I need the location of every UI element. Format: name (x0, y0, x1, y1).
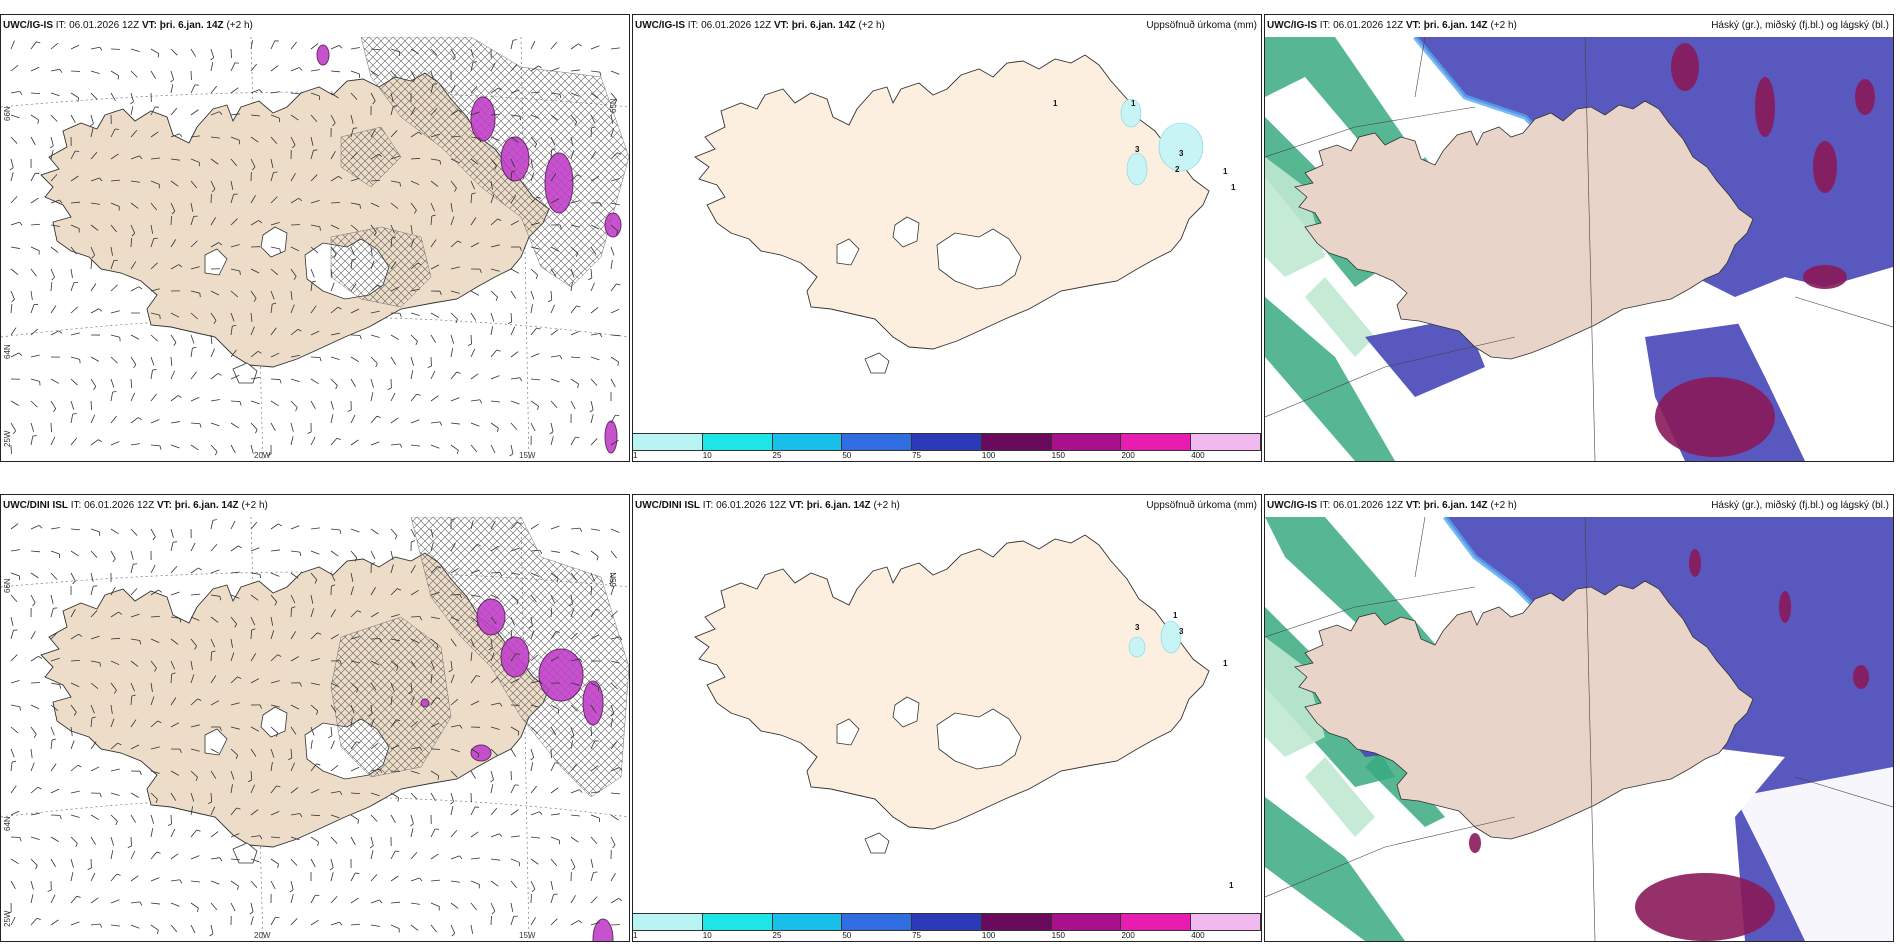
colorbar-segment (842, 434, 913, 450)
colorbar-tick-label: 400 (1191, 451, 1205, 460)
colorbar-segment (633, 914, 703, 930)
colorbar-segment (772, 434, 843, 450)
colorbar-tick-label: 25 (772, 451, 782, 460)
contour-label: 1 (1231, 183, 1236, 192)
panel-title: UWC/IG-IS IT: 06.01.2026 12Z VT: þri. 6.… (1267, 500, 1517, 511)
contour-label: 3 (1179, 627, 1184, 636)
precip-colorbar-labels: 1 10 25 50 75 100 150 200 400 (633, 451, 1261, 461)
colorbar-segment (1051, 914, 1122, 930)
colorbar-tick-label: 200 (1121, 931, 1135, 940)
lon-label-15w: 15W (519, 451, 536, 460)
cloud-map-panel-dini: UWC/IG-IS IT: 06.01.2026 12Z VT: þri. 6.… (1264, 494, 1894, 942)
panel-title: UWC/IG-IS IT: 06.01.2026 12Z VT: þri. 6.… (635, 20, 885, 31)
contour-label: 3 (1179, 149, 1184, 158)
colorbar-segment (1051, 434, 1122, 450)
colorbar-tick-label: 75 (912, 931, 922, 940)
lon-label-15w: 15W (519, 931, 536, 940)
precip-colorbar (633, 913, 1261, 931)
panel-variable-title: Uppsöfnuð úrkoma (mm) (1146, 20, 1257, 31)
cloud-map (1265, 37, 1893, 461)
lat-label-64n: 64N (3, 816, 12, 831)
colorbar-segment (633, 434, 703, 450)
lat-label-65n: 65N (609, 98, 618, 113)
colorbar-tick-label: 10 (702, 931, 712, 940)
cloud-map-panel-ig: UWC/IG-IS IT: 06.01.2026 12Z VT: þri. 6.… (1264, 14, 1894, 462)
lat-label-66n: 66N (3, 106, 12, 121)
cloud-map (1265, 517, 1893, 941)
contour-label: 1 (1229, 881, 1234, 890)
colorbar-tick-label: 10 (702, 451, 712, 460)
colorbar-tick-label: 100 (981, 931, 996, 940)
panel-title: UWC/IG-IS IT: 06.01.2026 12Z VT: þri. 6.… (1267, 20, 1517, 31)
panel-variable-title: Háský (gr.), miðský (fj.bl.) og lágský (… (1711, 20, 1889, 31)
contour-label: 1 (1223, 167, 1228, 176)
colorbar-segment (1191, 434, 1261, 450)
colorbar-segment (702, 434, 773, 450)
contour-label: 3 (1135, 145, 1140, 154)
wind-map (1, 37, 629, 461)
lat-label-65n: 65N (609, 572, 618, 587)
lat-label-64n: 64N (3, 344, 12, 359)
lat-label-66n: 66N (3, 578, 12, 593)
panel-title: UWC/IG-IS IT: 06.01.2026 12Z VT: þri. 6.… (3, 20, 253, 31)
contour-label: 1 (1223, 659, 1228, 668)
colorbar-segment (981, 914, 1052, 930)
contour-label: 2 (1175, 165, 1180, 174)
colorbar-segment (1191, 914, 1261, 930)
colorbar-segment (1121, 434, 1192, 450)
colorbar-tick-label: 200 (1121, 451, 1135, 460)
panel-title: UWC/DINI ISL IT: 06.01.2026 12Z VT: þri.… (3, 500, 268, 511)
colorbar-tick-label: 25 (772, 931, 782, 940)
precip-colorbar (633, 433, 1261, 451)
colorbar-segment (981, 434, 1052, 450)
colorbar-tick-label: 100 (981, 451, 996, 460)
colorbar-segment (702, 914, 773, 930)
colorbar-tick-label: 1 (633, 931, 638, 940)
colorbar-tick-label: 150 (1051, 931, 1066, 940)
colorbar-tick-label: 150 (1051, 451, 1066, 460)
precip-map-panel-ig: UWC/IG-IS IT: 06.01.2026 12Z VT: þri. 6.… (632, 14, 1262, 462)
colorbar-segment (1121, 914, 1192, 930)
contour-label: 1 (1053, 99, 1058, 108)
contour-label: 1 (1131, 99, 1136, 108)
colorbar-tick-label: 50 (842, 451, 852, 460)
lon-label-20w: 20W (254, 451, 271, 460)
colorbar-segment (912, 434, 982, 450)
precip-map-panel-dini: UWC/DINI ISL IT: 06.01.2026 12Z VT: þri.… (632, 494, 1262, 942)
wind-map-panel-dini: UWC/DINI ISL IT: 06.01.2026 12Z VT: þri.… (0, 494, 630, 942)
colorbar-segment (842, 914, 913, 930)
panel-variable-title: Uppsöfnuð úrkoma (mm) (1146, 500, 1257, 511)
colorbar-tick-label: 75 (912, 451, 922, 460)
lon-label-25w: 25W (3, 430, 12, 447)
wind-map (1, 517, 629, 941)
wind-map-panel-ig: UWC/IG-IS IT: 06.01.2026 12Z VT: þri. 6.… (0, 14, 630, 462)
colorbar-tick-label: 400 (1191, 931, 1205, 940)
colorbar-segment (912, 914, 982, 930)
lon-label-20w: 20W (254, 931, 271, 940)
colorbar-tick-label: 50 (842, 931, 852, 940)
panel-variable-title: Háský (gr.), miðský (fj.bl.) og lágský (… (1711, 500, 1889, 511)
precip-colorbar-labels: 1 10 25 50 75 100 150 200 400 (633, 931, 1261, 941)
contour-label: 1 (1173, 611, 1178, 620)
colorbar-segment (772, 914, 843, 930)
precip-map (633, 37, 1261, 461)
contour-label: 3 (1135, 623, 1140, 632)
panel-title: UWC/DINI ISL IT: 06.01.2026 12Z VT: þri.… (635, 500, 900, 511)
lon-label-25w: 25W (3, 910, 12, 927)
precip-map (633, 517, 1261, 941)
colorbar-tick-label: 1 (633, 451, 638, 460)
